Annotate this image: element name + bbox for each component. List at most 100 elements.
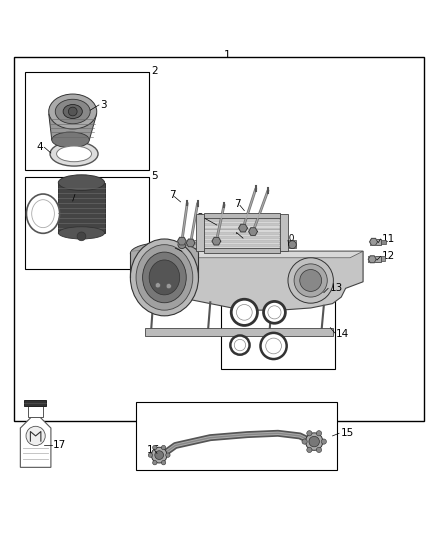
Circle shape: [26, 426, 45, 446]
Circle shape: [152, 461, 157, 465]
Circle shape: [309, 437, 319, 447]
Polygon shape: [132, 251, 363, 310]
Bar: [204, 213, 280, 219]
Ellipse shape: [58, 227, 105, 239]
Circle shape: [230, 335, 250, 354]
Text: 16: 16: [147, 445, 160, 455]
Bar: [24, 400, 46, 406]
Bar: [204, 229, 280, 233]
Ellipse shape: [131, 239, 198, 316]
Circle shape: [237, 304, 252, 320]
Bar: [58, 183, 105, 233]
Bar: [368, 256, 381, 262]
Text: 17: 17: [53, 440, 66, 450]
Circle shape: [316, 447, 321, 453]
Text: 2: 2: [151, 66, 158, 76]
Polygon shape: [177, 237, 186, 245]
Polygon shape: [20, 417, 51, 467]
Text: 14: 14: [336, 329, 349, 339]
Text: 10: 10: [284, 235, 295, 244]
Bar: [28, 406, 43, 417]
Bar: [381, 256, 385, 261]
Circle shape: [305, 433, 323, 450]
Bar: [136, 402, 337, 470]
Circle shape: [68, 107, 77, 116]
Bar: [221, 297, 335, 369]
Circle shape: [261, 333, 287, 359]
Ellipse shape: [32, 200, 54, 228]
Ellipse shape: [49, 94, 97, 129]
Ellipse shape: [50, 142, 98, 166]
Circle shape: [161, 446, 166, 450]
Circle shape: [155, 451, 163, 459]
Text: 11: 11: [382, 234, 395, 244]
Circle shape: [266, 338, 282, 354]
Ellipse shape: [52, 132, 89, 148]
Circle shape: [166, 453, 170, 457]
Circle shape: [307, 447, 312, 453]
Ellipse shape: [288, 258, 333, 303]
Polygon shape: [186, 239, 195, 247]
Text: 3: 3: [100, 100, 107, 109]
Ellipse shape: [300, 270, 321, 292]
Polygon shape: [49, 114, 97, 140]
Ellipse shape: [136, 245, 193, 310]
Ellipse shape: [57, 146, 92, 161]
Bar: [25, 177, 149, 269]
Circle shape: [77, 232, 86, 241]
Ellipse shape: [55, 99, 90, 124]
Bar: [187, 240, 197, 248]
Circle shape: [148, 453, 152, 457]
Bar: [25, 72, 149, 171]
Text: 9: 9: [231, 227, 238, 237]
Circle shape: [268, 306, 281, 319]
Circle shape: [321, 439, 326, 444]
Circle shape: [288, 241, 296, 248]
Circle shape: [316, 431, 321, 436]
Text: 6: 6: [65, 189, 72, 199]
Circle shape: [231, 299, 258, 326]
Circle shape: [178, 241, 186, 248]
Ellipse shape: [58, 175, 105, 190]
Ellipse shape: [143, 252, 186, 303]
Polygon shape: [212, 237, 221, 245]
Bar: [204, 238, 280, 241]
Text: 8: 8: [196, 213, 203, 223]
Text: 5: 5: [151, 171, 158, 181]
Ellipse shape: [131, 243, 198, 264]
Bar: [145, 328, 332, 336]
Bar: [14, 57, 424, 422]
Bar: [288, 240, 296, 248]
Bar: [204, 221, 280, 224]
Circle shape: [307, 431, 312, 436]
Circle shape: [155, 282, 160, 288]
Text: 12: 12: [382, 252, 395, 262]
Circle shape: [302, 439, 307, 444]
Bar: [204, 246, 280, 249]
Ellipse shape: [26, 194, 60, 233]
Bar: [204, 248, 280, 253]
Ellipse shape: [63, 104, 82, 118]
Bar: [204, 217, 280, 220]
Ellipse shape: [149, 260, 180, 295]
Bar: [204, 242, 280, 245]
Bar: [196, 214, 204, 251]
Text: 15: 15: [340, 429, 353, 438]
Bar: [204, 225, 280, 229]
Circle shape: [166, 284, 171, 289]
Text: 10: 10: [166, 243, 179, 253]
Circle shape: [152, 446, 157, 450]
Text: 4: 4: [36, 142, 43, 152]
Text: 7: 7: [169, 190, 175, 200]
Polygon shape: [370, 238, 378, 245]
Circle shape: [161, 461, 166, 465]
Polygon shape: [239, 224, 247, 232]
Circle shape: [151, 447, 167, 463]
Polygon shape: [249, 228, 258, 236]
Bar: [370, 239, 381, 245]
Bar: [280, 214, 288, 251]
Circle shape: [264, 302, 286, 323]
Text: 1: 1: [224, 50, 231, 60]
Text: 13: 13: [329, 283, 343, 293]
Bar: [131, 253, 198, 277]
